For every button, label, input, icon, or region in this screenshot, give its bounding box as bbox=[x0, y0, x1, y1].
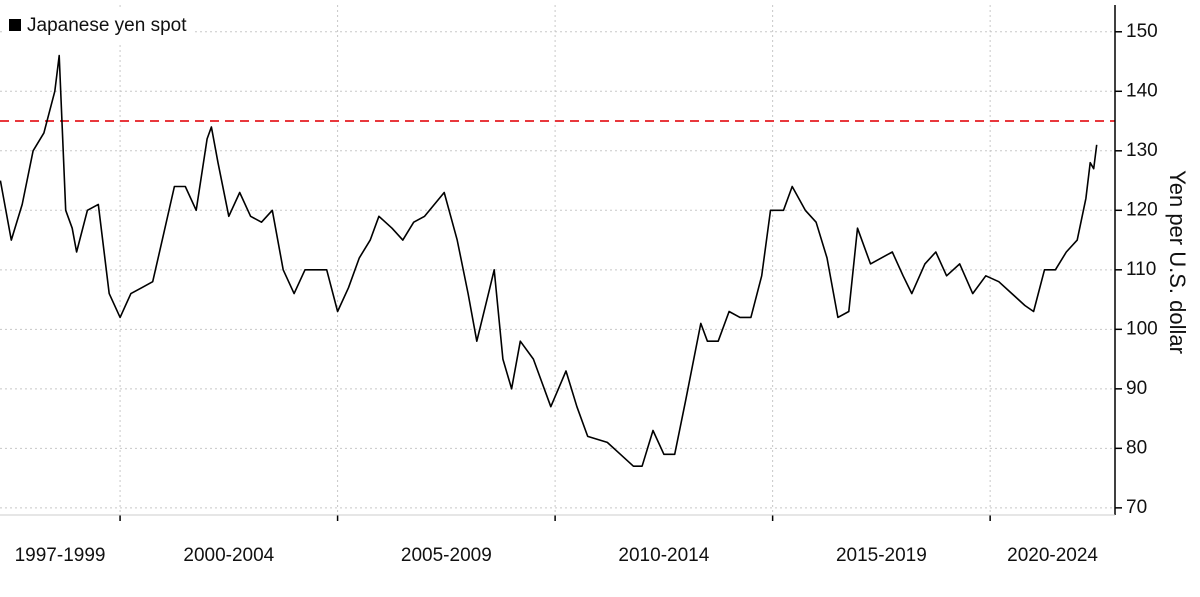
x-period-label: 2015-2019 bbox=[836, 545, 927, 566]
x-period-label: 1997-1999 bbox=[15, 545, 106, 566]
series-line bbox=[0, 54, 1098, 467]
y-tick-label: 70 bbox=[1126, 497, 1147, 518]
y-tick-label: 140 bbox=[1126, 80, 1158, 101]
y-tick-label: 130 bbox=[1126, 140, 1158, 161]
y-tick-label: 110 bbox=[1126, 259, 1156, 280]
legend-swatch bbox=[9, 19, 21, 31]
y-tick-label: 150 bbox=[1126, 21, 1158, 42]
legend-label: Japanese yen spot bbox=[27, 15, 187, 36]
y-axis-label: Yen per U.S. dollar bbox=[1165, 170, 1190, 354]
x-period-label: 2000-2004 bbox=[183, 545, 274, 566]
x-period-label: 2005-2009 bbox=[401, 545, 492, 566]
y-tick-label: 90 bbox=[1126, 378, 1147, 399]
x-period-label: 2010-2014 bbox=[618, 545, 709, 566]
y-tick-label: 100 bbox=[1126, 318, 1158, 339]
legend-box bbox=[2, 10, 192, 42]
x-period-label: 2020-2024 bbox=[1007, 545, 1098, 566]
y-tick-label: 120 bbox=[1126, 199, 1158, 220]
y-tick-label: 80 bbox=[1126, 437, 1147, 458]
